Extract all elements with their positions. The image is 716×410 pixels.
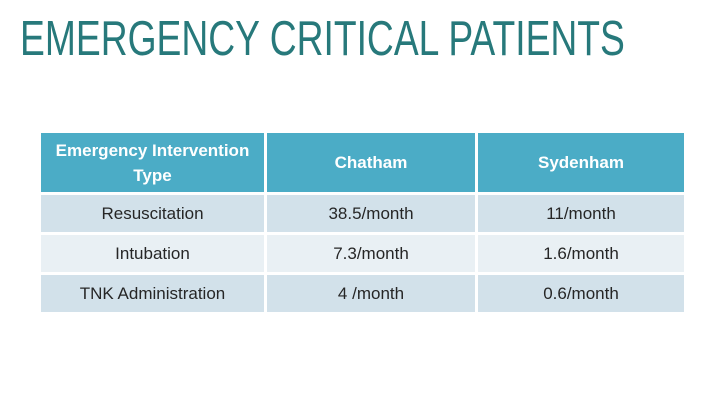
sydenham-value-cell: 11/month (478, 195, 684, 232)
column-header-sydenham: Sydenham (478, 133, 684, 192)
sydenham-value-cell: 1.6/month (478, 235, 684, 272)
row-label-cell: Intubation (41, 235, 264, 272)
emergency-patients-table: Emergency Intervention Type Chatham Syde… (41, 133, 684, 312)
row-label-cell: Resuscitation (41, 195, 264, 232)
column-header-intervention-type: Emergency Intervention Type (41, 133, 264, 192)
sydenham-value-cell: 0.6/month (478, 275, 684, 312)
chatham-value-cell: 4 /month (267, 275, 475, 312)
column-header-chatham: Chatham (267, 133, 475, 192)
chatham-value-cell: 7.3/month (267, 235, 475, 272)
chatham-value-cell: 38.5/month (267, 195, 475, 232)
row-label-cell: TNK Administration (41, 275, 264, 312)
page-title: EMERGENCY CRITICAL PATIENTS (20, 12, 625, 66)
